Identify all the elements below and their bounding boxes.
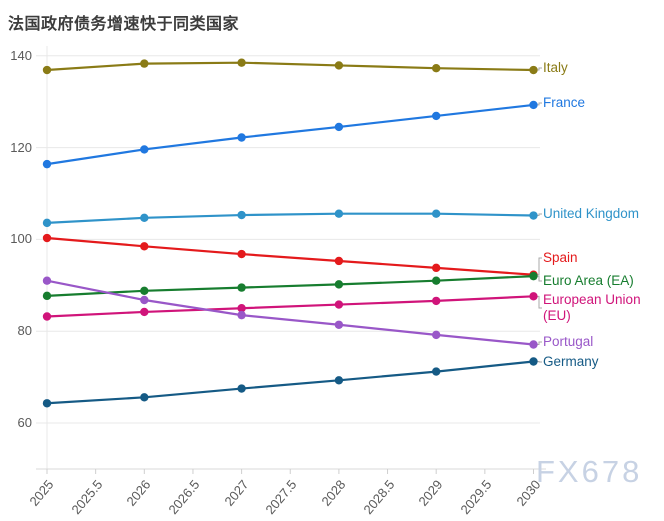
data-point-france-2027 — [237, 133, 246, 142]
data-point-germany-2027 — [237, 384, 246, 393]
data-point-france-2030 — [529, 100, 538, 110]
data-point-united-kingdom-2028 — [334, 209, 344, 218]
data-point-euro-area-ea-2029 — [432, 276, 441, 285]
series-line-portugal — [46, 279, 534, 346]
data-point-euro-area-ea-2027 — [237, 283, 246, 292]
data-point-euro-area-ea-2025 — [42, 291, 52, 301]
data-point-european-union-eu-2026 — [140, 307, 149, 317]
data-point-portugal-2027 — [237, 310, 246, 320]
data-point-euro-area-ea-2028 — [334, 280, 344, 289]
series-label-spain: Spain — [543, 250, 578, 265]
data-point-france-2029 — [432, 111, 441, 121]
data-point-germany-2026 — [140, 393, 149, 402]
data-point-spain-2029 — [432, 263, 441, 273]
data-point-european-union-eu-2029 — [432, 296, 441, 306]
data-point-france-2028 — [334, 122, 344, 132]
data-point-germany-2028 — [334, 376, 344, 385]
data-point-italy-2025 — [42, 65, 52, 75]
data-point-france-2025 — [42, 159, 52, 169]
data-point-united-kingdom-2025 — [42, 218, 52, 228]
data-point-portugal-2026 — [140, 295, 149, 305]
data-point-portugal-2025 — [42, 276, 52, 285]
y-tick-label: 100 — [10, 231, 32, 247]
label-connector-spain — [537, 257, 542, 276]
series-line-european-union-eu — [46, 295, 534, 318]
data-point-united-kingdom-2027 — [237, 210, 246, 220]
data-point-spain-2026 — [140, 242, 149, 251]
series-line-germany — [46, 360, 534, 405]
series-label-euro-area-ea: Euro Area (EA) — [543, 273, 634, 288]
label-connector-france — [537, 102, 542, 106]
series-label-germany: Germany — [543, 354, 599, 369]
data-point-spain-2027 — [237, 249, 246, 259]
label-connector-germany — [537, 360, 542, 363]
data-point-european-union-eu-2025 — [42, 312, 52, 321]
data-point-euro-area-ea-2026 — [140, 286, 149, 296]
data-point-italy-2028 — [334, 61, 344, 70]
data-point-germany-2030 — [529, 357, 538, 366]
series-label-portugal: Portugal — [543, 334, 594, 349]
data-point-germany-2029 — [432, 367, 441, 376]
data-point-spain-2025 — [42, 233, 52, 243]
label-connector-united-kingdom — [537, 213, 542, 217]
series-label-european-union-eu: European Union (EU) — [543, 292, 641, 323]
data-point-european-union-eu-2027 — [237, 304, 246, 313]
series-label-france: France — [543, 95, 586, 110]
data-point-european-union-eu-2028 — [334, 300, 344, 309]
label-connector-european-union-eu — [537, 295, 542, 309]
data-point-united-kingdom-2026 — [140, 213, 149, 223]
series-line-italy — [46, 61, 534, 72]
series-line-united-kingdom — [46, 212, 534, 224]
series-line-spain — [46, 236, 534, 276]
data-point-euro-area-ea-2030 — [529, 271, 538, 281]
data-point-portugal-2029 — [432, 330, 441, 340]
series-label-united-kingdom: United Kingdom — [543, 206, 640, 221]
y-tick-label: 60 — [17, 415, 32, 430]
series-label-italy: Italy — [543, 60, 568, 75]
data-point-italy-2029 — [432, 63, 441, 73]
data-point-united-kingdom-2029 — [432, 209, 441, 218]
data-point-united-kingdom-2030 — [529, 211, 538, 220]
data-point-france-2026 — [140, 145, 149, 154]
data-point-portugal-2030 — [529, 340, 538, 349]
data-point-italy-2030 — [529, 65, 538, 75]
label-connector-portugal — [537, 341, 542, 346]
data-point-italy-2026 — [140, 59, 149, 68]
data-point-european-union-eu-2030 — [529, 292, 538, 301]
data-point-spain-2028 — [334, 256, 344, 266]
watermark: FX678 — [536, 454, 643, 489]
data-point-italy-2027 — [237, 58, 246, 67]
y-tick-label: 120 — [10, 139, 32, 155]
label-connector-euro-area-ea — [537, 275, 542, 282]
label-connector-italy — [537, 67, 542, 71]
y-tick-label: 140 — [10, 47, 32, 63]
data-point-portugal-2028 — [334, 320, 344, 329]
data-point-germany-2025 — [42, 399, 52, 408]
series-line-france — [46, 103, 534, 166]
chart-title: 法国政府债务增速快于同类国家 — [8, 16, 240, 33]
y-tick-label: 80 — [17, 323, 32, 339]
series-line-euro-area-ea — [46, 275, 534, 297]
